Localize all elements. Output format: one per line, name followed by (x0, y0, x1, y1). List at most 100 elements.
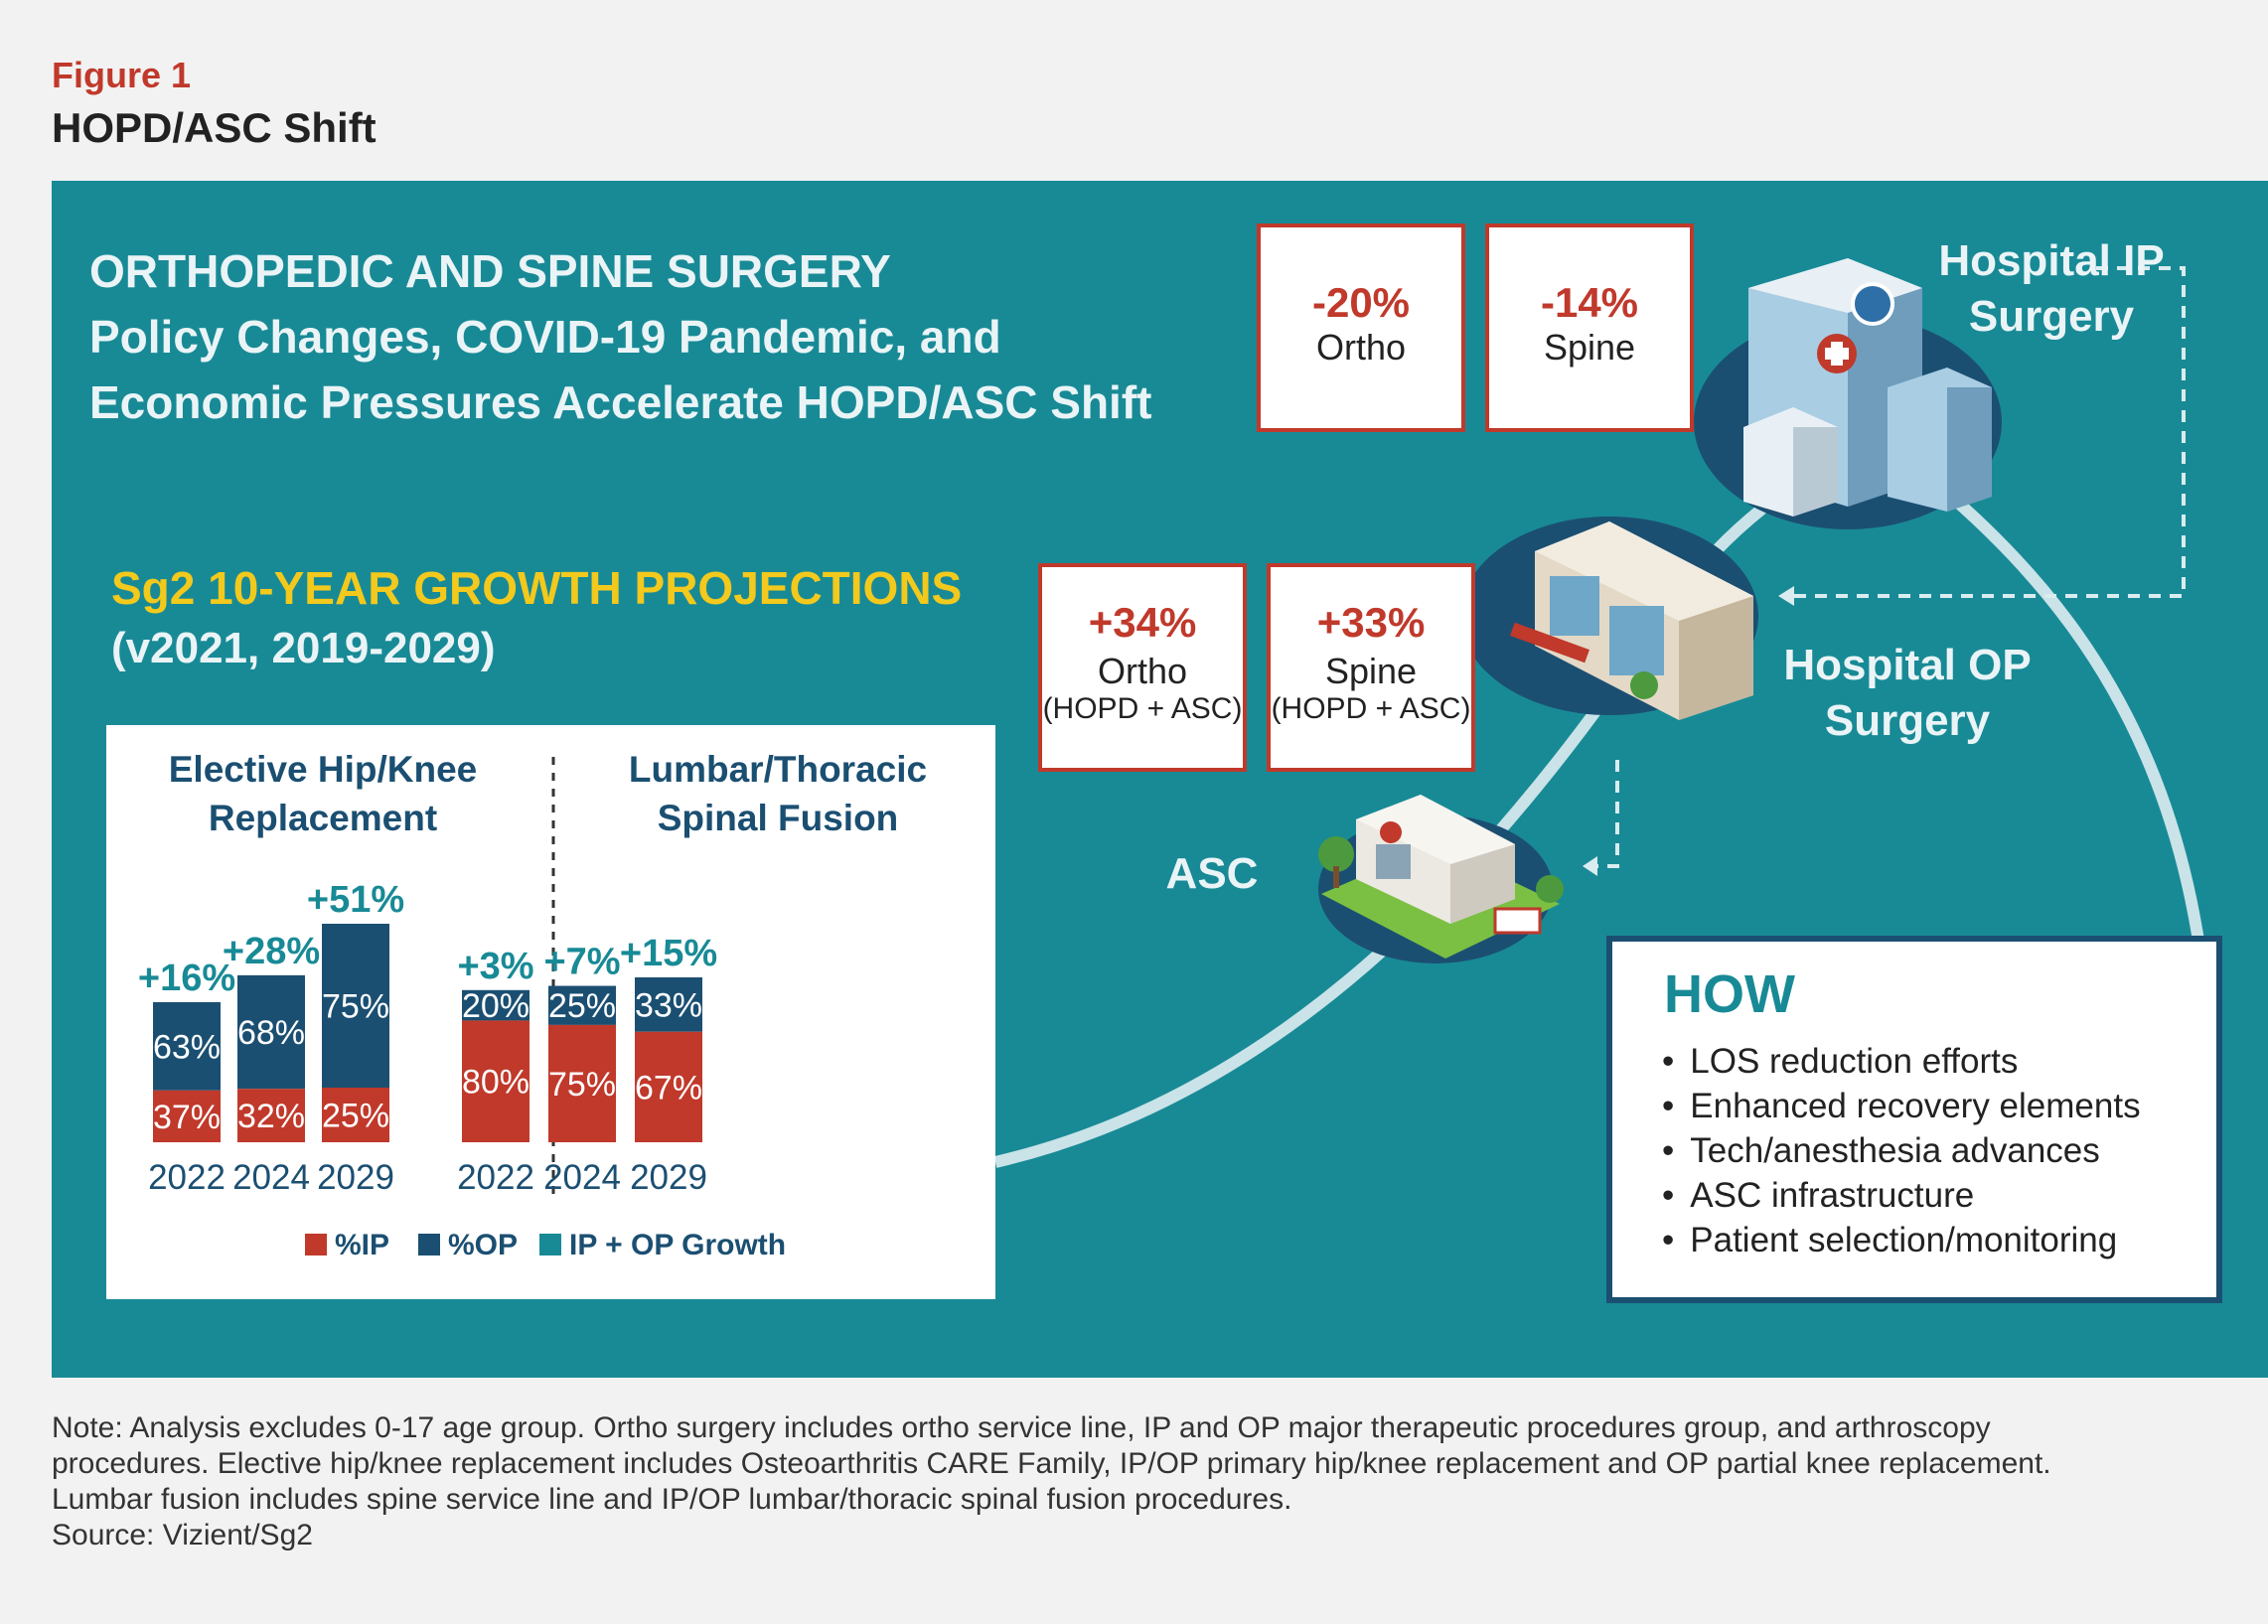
legend-swatch-op (418, 1234, 440, 1255)
op-change-box-spine: +33% Spine (HOPD + ASC) (1267, 563, 1475, 772)
bar-segment-ip (237, 1089, 305, 1142)
bar-groups: 63% 37% +16% 2022 68% 32% +28% 2024 75% 25% +51% 20… (138, 879, 717, 1197)
ip-to-op-arrow (1788, 266, 2186, 598)
bar-segment-op (548, 985, 616, 1025)
op-change-sublabel: (HOPD + ASC) (1271, 692, 1471, 725)
op-to-asc-arrowhead (1583, 856, 1597, 876)
projections-title: Sg2 10-YEAR GROWTH PROJECTIONS (111, 562, 963, 614)
how-box: HOW LOS reduction efforts Enhanced recov… (1606, 936, 2222, 1303)
bar-year-label: 2029 (630, 1158, 707, 1197)
bar-label-op: 20% (462, 987, 529, 1025)
bar-segment-ip (462, 1020, 529, 1142)
bar-label-ip: 32% (237, 1098, 305, 1135)
bar-segment-ip (322, 1088, 389, 1142)
bar-label-op: 33% (635, 986, 702, 1024)
chart-title-right-line-1: Lumbar/Thoracic (629, 749, 927, 790)
bar-label-op: 25% (548, 987, 616, 1025)
headline-line-2: Policy Changes, COVID-19 Pandemic, and (89, 311, 1001, 363)
bar-segment-ip (153, 1090, 221, 1142)
op-change-label: Ortho (1097, 651, 1188, 691)
legend-swatch-ip (305, 1234, 327, 1255)
op-change-box-ortho: +34% Ortho (HOPD + ASC) (1038, 563, 1247, 772)
hospital-ip-label-line-2: Surgery (1968, 292, 2135, 341)
bar-label-op: 63% (153, 1028, 221, 1066)
op-change-pct: +33% (1316, 599, 1426, 646)
hospital-ip-building-icon (1694, 258, 2002, 529)
legend-swatch-growth (539, 1234, 561, 1255)
how-item: Enhanced recovery elements (1662, 1084, 2140, 1128)
footnote-line: Source: Vizient/Sg2 (52, 1519, 313, 1551)
chart-legend: %IP %OP IP + OP Growth (305, 1229, 786, 1261)
chart-panel: Elective Hip/Knee Replacement Lumbar/Tho… (106, 725, 995, 1299)
asc-label: ASC (1165, 849, 1259, 898)
footnote-line: Lumbar fusion includes spine service lin… (52, 1483, 1292, 1516)
ip-change-pct: -14% (1540, 279, 1639, 326)
op-change-label: Spine (1324, 651, 1418, 691)
bar-growth-label: +7% (543, 942, 620, 983)
bar-segment-ip (548, 1024, 616, 1142)
headline-line-3: Economic Pressures Accelerate HOPD/ASC S… (89, 376, 1152, 428)
legend-label-op: %OP (448, 1229, 518, 1261)
bar-year-label: 2022 (148, 1158, 226, 1197)
footnote-line: procedures. Elective hip/knee replacemen… (52, 1447, 2051, 1480)
ip-change-box-spine: -14% Spine (1485, 223, 1694, 432)
bar-growth-label: +15% (620, 933, 717, 974)
how-item: Tech/anesthesia advances (1662, 1128, 2141, 1173)
bar-growth-label: +3% (457, 946, 533, 987)
ip-change-box-ortho: -20% Ortho (1257, 223, 1465, 432)
bar-label-op: 68% (237, 1014, 305, 1052)
bar-segment-op (322, 924, 389, 1088)
bar-segment-op (462, 989, 529, 1021)
headline-line-1: ORTHOPEDIC AND SPINE SURGERY (89, 245, 891, 297)
ip-change-label: Ortho (1315, 327, 1407, 368)
bar-growth-label: +16% (138, 958, 235, 999)
hospital-ip-label: Hospital IP Surgery (1922, 233, 2181, 345)
hospital-op-building-icon (1460, 517, 1758, 720)
projections-subtitle: (v2021, 2019-2029) (111, 624, 496, 672)
bar-label-ip: 25% (322, 1098, 389, 1135)
bar-label-ip: 37% (153, 1099, 221, 1136)
legend-label-ip: %IP (335, 1229, 389, 1261)
bar-label-op: 75% (322, 988, 389, 1026)
footnote: Note: Analysis excludes 0-17 age group. … (52, 1410, 2237, 1553)
hospital-op-label: Hospital OP Surgery (1768, 638, 2046, 749)
how-title: HOW (1664, 964, 1795, 1024)
op-change-pct: +34% (1088, 599, 1197, 646)
bar-growth-label: +28% (223, 931, 320, 972)
how-item: LOS reduction efforts (1662, 1039, 2141, 1084)
asc-building-icon (1318, 795, 1564, 963)
ip-change-label: Spine (1543, 327, 1636, 368)
chart-title-left-line-1: Elective Hip/Knee (169, 749, 478, 790)
op-change-sublabel: (HOPD + ASC) (1042, 692, 1243, 725)
figure-title: HOPD/ASC Shift (52, 104, 377, 151)
bar-label-ip: 67% (635, 1069, 702, 1107)
bar-year-label: 2029 (317, 1158, 394, 1197)
bar-segment-ip (635, 1031, 702, 1142)
footnote-line: Note: Analysis excludes 0-17 age group. … (52, 1411, 1991, 1444)
bar-year-label: 2024 (232, 1158, 310, 1197)
chart-title-right-line-2: Spinal Fusion (658, 798, 899, 838)
headline: ORTHOPEDIC AND SPINE SURGERY Policy Chan… (89, 238, 1151, 435)
bar-segment-op (237, 974, 305, 1090)
stacked-bar-charts: Elective Hip/Knee Replacement Lumbar/Tho… (138, 749, 927, 1261)
how-item: Patient selection/monitoring (1662, 1218, 2141, 1262)
hospital-ip-label-line-1: Hospital IP (1938, 236, 2165, 285)
bar-label-ip: 75% (548, 1066, 616, 1104)
legend-label-growth: IP + OP Growth (569, 1229, 786, 1261)
ip-to-op-arrowhead (1778, 586, 1794, 606)
bar-growth-label: +51% (307, 879, 404, 921)
how-list: LOS reduction efforts Enhanced recovery … (1662, 1039, 2141, 1262)
bar-segment-op (153, 1001, 221, 1091)
hospital-op-label-line-1: Hospital OP (1783, 641, 2032, 689)
figure-label: Figure 1 (52, 55, 192, 95)
bar-year-label: 2022 (457, 1158, 534, 1197)
bar-segment-op (635, 977, 702, 1032)
bar-label-ip: 80% (462, 1064, 529, 1102)
how-item: ASC infrastructure (1662, 1173, 2141, 1218)
op-to-asc-arrow (1594, 760, 1619, 868)
chart-title-left-line-2: Replacement (209, 798, 437, 838)
hospital-op-label-line-2: Surgery (1824, 696, 1991, 745)
bar-year-label: 2024 (543, 1158, 621, 1197)
ip-change-pct: -20% (1311, 279, 1411, 326)
